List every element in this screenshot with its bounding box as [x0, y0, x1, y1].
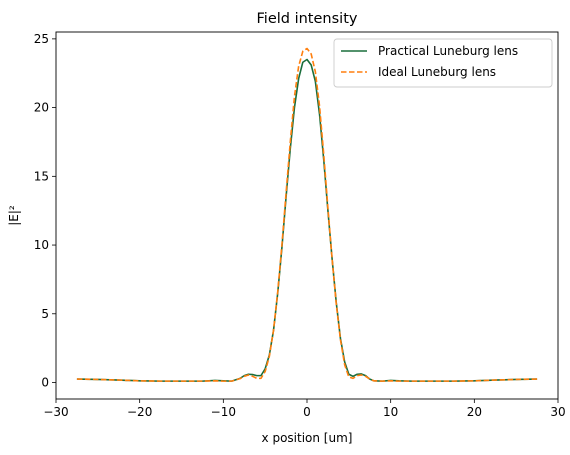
y-axis-ticks: 0 5 10 15 20 25: [34, 32, 56, 390]
x-tick-label: −10: [211, 405, 236, 419]
x-tick-label: 30: [550, 405, 565, 419]
series-line-1: [76, 58, 538, 382]
legend-label-1: Practical Luneburg lens: [378, 44, 518, 58]
x-tick-label: −20: [127, 405, 152, 419]
x-axis-label: x position [um]: [262, 431, 353, 445]
series-layer: [76, 47, 538, 382]
y-tick-label: 0: [41, 376, 49, 390]
x-tick-label: −30: [43, 405, 68, 419]
series-line-2: [76, 47, 538, 382]
legend-box: [333, 38, 553, 88]
y-tick-label: 15: [34, 169, 49, 183]
y-tick-label: 5: [41, 307, 49, 321]
x-tick-label: 20: [467, 405, 482, 419]
x-tick-label: 10: [383, 405, 398, 419]
x-tick-label: 0: [303, 405, 311, 419]
y-tick-label: 20: [34, 101, 49, 115]
y-tick-label: 10: [34, 238, 49, 252]
legend: Practical Luneburg lens Ideal Luneburg le…: [333, 38, 553, 88]
legend-label-2: Ideal Luneburg lens: [378, 65, 496, 79]
plot-frame: [55, 31, 559, 400]
y-axis-label: |E|²: [7, 205, 21, 226]
x-axis-ticks: −30 −20 −10 0 10 20 30: [43, 399, 566, 419]
y-tick-label: 25: [34, 32, 49, 46]
chart-title: Field intensity: [257, 11, 358, 27]
